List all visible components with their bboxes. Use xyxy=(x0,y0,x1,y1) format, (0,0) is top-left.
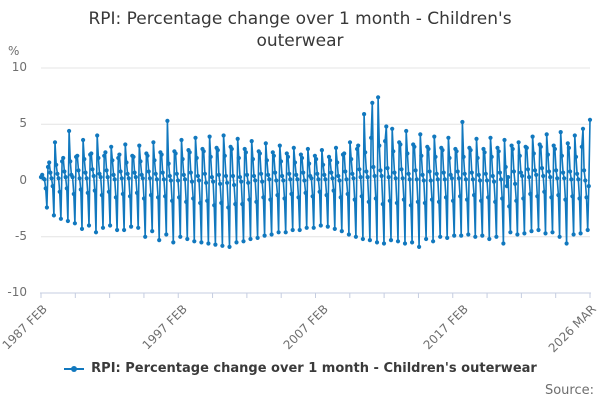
x-axis xyxy=(40,292,591,298)
source-label: Source: xyxy=(544,383,594,398)
y-tick-label: -10 xyxy=(7,285,27,299)
series-line xyxy=(40,96,591,248)
series-children-outerwear xyxy=(38,95,593,249)
y-axis-unit-label: % xyxy=(8,44,20,58)
y-tick-label: 0 xyxy=(19,172,27,187)
legend-line-marker-icon xyxy=(64,365,85,372)
y-tick-label: 5 xyxy=(19,116,27,131)
legend-item[interactable]: RPI: Percentage change over 1 month - Ch… xyxy=(0,361,600,376)
y-tick-label: -5 xyxy=(15,228,27,243)
chart-title: RPI: Percentage change over 1 month - Ch… xyxy=(88,9,512,51)
legend-label: RPI: Percentage change over 1 month - Ch… xyxy=(91,361,537,376)
y-tick-label: 10 xyxy=(11,60,27,74)
